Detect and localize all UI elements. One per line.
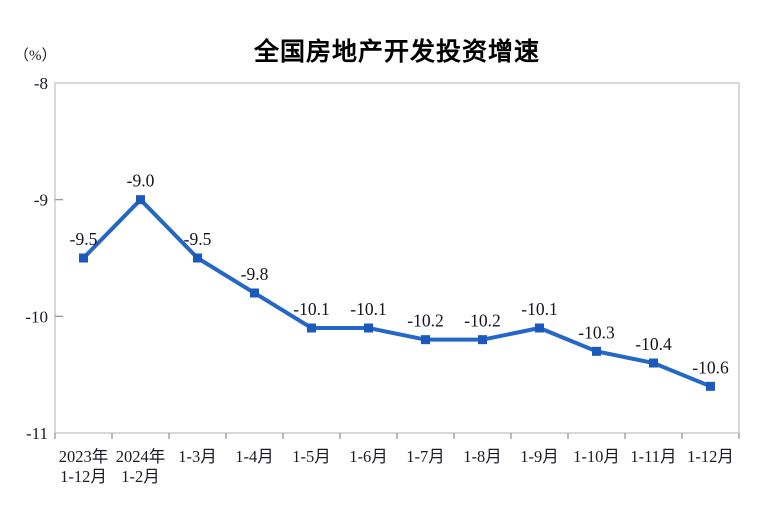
y-axis-unit-label: （%） [14, 48, 57, 64]
data-point-marker [364, 323, 373, 333]
data-point-label: -10.6 [692, 357, 729, 377]
y-tick-label: -8 [34, 74, 48, 93]
data-point-marker [478, 335, 487, 345]
x-tick-label: 1-12月 [60, 467, 107, 486]
x-tick-label: 1-6月 [349, 447, 388, 466]
series-line [82, 196, 712, 389]
x-tick-label: 1-3月 [178, 447, 217, 466]
data-point-marker [307, 323, 316, 333]
y-tick-label: -11 [26, 424, 48, 443]
x-tick-label: 1-12月 [687, 447, 734, 466]
data-point-label: -10.3 [578, 322, 615, 342]
data-point-marker [79, 253, 88, 263]
data-point-marker [136, 195, 145, 205]
data-point-label: -10.2 [464, 311, 500, 331]
x-tick-label: 1-11月 [630, 447, 676, 466]
plot-frame [54, 82, 740, 434]
data-point-label: -10.1 [293, 299, 329, 319]
data-point-label: -9.5 [184, 229, 212, 249]
chart-title: 全国房地产开发投资增速 [253, 38, 540, 66]
x-tick-label: 1-10月 [573, 447, 620, 466]
x-tick-label: 1-2月 [121, 467, 160, 486]
x-tick-label: 1-7月 [406, 447, 445, 466]
y-tick-label: -9 [34, 191, 48, 210]
y-tick-label: -10 [25, 307, 48, 326]
x-tick-label: 1-4月 [235, 447, 274, 466]
x-tick-label: 1-8月 [463, 447, 502, 466]
data-point-label: -9.0 [127, 171, 155, 191]
data-point-marker [250, 288, 259, 298]
data-point-label: -10.1 [350, 299, 386, 319]
x-tick-label: 1-5月 [292, 447, 331, 466]
x-tick-label: 2024年 [116, 447, 166, 466]
data-point-label: -9.8 [241, 264, 269, 284]
data-point-label: -9.5 [70, 229, 98, 249]
data-point-marker [649, 358, 658, 368]
data-point-marker [535, 323, 544, 333]
x-tick-label: 1-9月 [520, 447, 559, 466]
x-tick-label: 2023年 [59, 447, 109, 466]
data-point-label: -10.1 [521, 299, 557, 319]
data-point-label: -10.2 [407, 311, 443, 331]
data-point-marker [421, 335, 430, 345]
data-point-marker [193, 253, 202, 263]
data-point-marker [706, 381, 715, 391]
data-point-marker [592, 346, 601, 356]
data-point-label: -10.4 [635, 334, 672, 354]
